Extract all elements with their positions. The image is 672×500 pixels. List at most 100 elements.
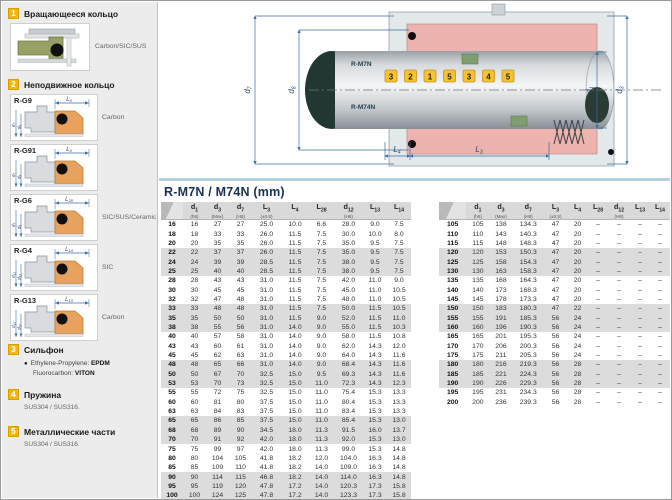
dim-value: 45.0	[341, 286, 356, 294]
dim-value: 14.0	[309, 472, 334, 482]
dim-value: –	[596, 277, 600, 285]
dim-value: 11.3	[309, 425, 334, 435]
dim-value: 41.8	[259, 454, 274, 462]
dim-value: 48	[236, 296, 245, 304]
dim-value: 15.3	[363, 416, 387, 426]
dim-value: –	[588, 378, 608, 389]
row-label: 40	[168, 333, 176, 341]
dim-value: 10.0	[368, 230, 382, 238]
dim-value: 14.0	[281, 360, 309, 370]
dim-value: 56	[543, 378, 568, 389]
dim-value: 56	[543, 360, 568, 370]
dim-value: 7.5	[387, 248, 411, 258]
dim-value: 33	[213, 230, 222, 238]
svg-text:d7: d7	[11, 123, 17, 128]
dim-value: –	[649, 369, 670, 379]
dim-value: 160	[466, 322, 490, 333]
col-header-L14: L14	[387, 202, 411, 221]
row-label: 100	[161, 491, 183, 499]
dim-value: 97	[236, 445, 245, 453]
dim-value: 55	[206, 322, 229, 333]
dim-value: 140	[472, 286, 484, 294]
dim-value: 11.0	[309, 378, 334, 389]
dim-value: 40	[229, 266, 252, 277]
dim-value: 61	[236, 342, 245, 350]
dim-value: 18.2	[281, 472, 309, 482]
dim-value: 125	[229, 491, 252, 499]
dimension-table-large-sizes: d1 (h6) d3 (Max) d7 (H8) L3 (±0.5) L4 L28 d12 (H8…	[439, 202, 670, 407]
dim-value: 24	[567, 313, 589, 323]
row-label: 195	[446, 389, 459, 397]
legend-item-stationary-ring: 2 Неподвижное кольцо	[8, 79, 152, 90]
dim-value: –	[658, 277, 662, 285]
dim-value: 7.5	[394, 239, 404, 247]
row-label: 180	[439, 360, 467, 370]
dim-value: –	[596, 221, 600, 229]
dim-value: 115	[229, 472, 252, 482]
dim-value: –	[658, 333, 662, 341]
dim-value: –	[617, 286, 621, 294]
col-header-L13: L13	[630, 202, 650, 221]
dim-value: 63	[190, 408, 199, 416]
table-row: 75 75 99 97 42.0 18.0 11.3 99.0 15.3 14.8	[161, 444, 411, 453]
row-label: 55	[168, 389, 176, 397]
col-header-L3: L3 (±0.5)	[252, 202, 281, 221]
dim-value: 56	[229, 322, 252, 333]
dim-value: 18.2	[288, 464, 302, 472]
dim-value: 120.3	[334, 481, 363, 492]
dim-value: 45	[236, 286, 245, 294]
dim-value: 134.3	[519, 221, 537, 229]
dim-value: 10.8	[392, 333, 406, 341]
dim-value: 11.5	[363, 322, 387, 333]
dim-value: 86	[206, 416, 229, 426]
row-label: 18	[168, 230, 176, 238]
dim-value: 75.4	[341, 389, 356, 397]
dim-value: 72.3	[334, 378, 363, 389]
drive-ring-bottom	[510, 115, 528, 127]
table-row: 53 53 70 73 32.5 15.0 11.0 72.3 14.3 12.3	[161, 378, 411, 389]
dim-value: 226	[489, 378, 513, 389]
dim-value: –	[617, 277, 621, 285]
dim-value: 114	[206, 472, 229, 482]
dim-value: 56	[551, 333, 560, 341]
dim-value: –	[608, 257, 631, 267]
dim-value: 173	[495, 286, 507, 294]
svg-text:d7: d7	[11, 173, 17, 178]
dim-value: 11.6	[392, 352, 406, 360]
dim-value: 17.2	[281, 491, 309, 499]
bellows-material-epdm: ● Ethylene-Propylene: EPDM	[24, 360, 110, 367]
dim-value: 58	[236, 333, 245, 341]
dim-value: 14.3	[368, 352, 382, 360]
dim-value: 7.5	[316, 230, 327, 238]
dim-value: 45	[213, 286, 222, 294]
bellows-materials: ● Ethylene-Propylene: EPDM Fluorocarbon: …	[24, 359, 152, 378]
dim-value: 70	[183, 435, 206, 445]
table-row: 165 165 201 195.3 56 24 – – – –	[439, 332, 670, 341]
row-label: 145	[446, 296, 459, 304]
table-row: 28 28 43 43 31.0 11.5 7.5 42.0 11.0 9.0	[161, 276, 411, 285]
dim-value: 120	[466, 248, 490, 258]
dim-value: 200	[472, 398, 484, 406]
dim-value: 42.0	[341, 277, 356, 285]
variant-material: Carbon	[102, 113, 125, 121]
dim-value: –	[658, 221, 662, 229]
rotating-ring-drawing	[10, 23, 90, 71]
variant-drawing: R-G91 L4 d7 d8	[10, 144, 98, 191]
dim-value: 11.5	[288, 286, 302, 294]
dim-value: –	[588, 322, 608, 333]
dim-value: 31.0	[252, 360, 281, 370]
dim-value: 56	[551, 342, 560, 350]
dim-value: 11.5	[281, 304, 309, 314]
dim-value: 180	[466, 360, 490, 370]
dim-value: 35.0	[334, 248, 363, 258]
dim-value: –	[658, 239, 662, 247]
dim-value: 150.3	[512, 248, 544, 258]
dim-value: 150	[466, 304, 490, 314]
col-header-d12: d12 (H8)	[334, 202, 363, 221]
dim-value: 173.3	[519, 296, 537, 304]
dim-value: 47	[551, 277, 560, 285]
dim-value: 164.3	[519, 277, 537, 285]
dim-value: 24	[573, 342, 582, 350]
dim-value: 37.5	[252, 416, 281, 426]
